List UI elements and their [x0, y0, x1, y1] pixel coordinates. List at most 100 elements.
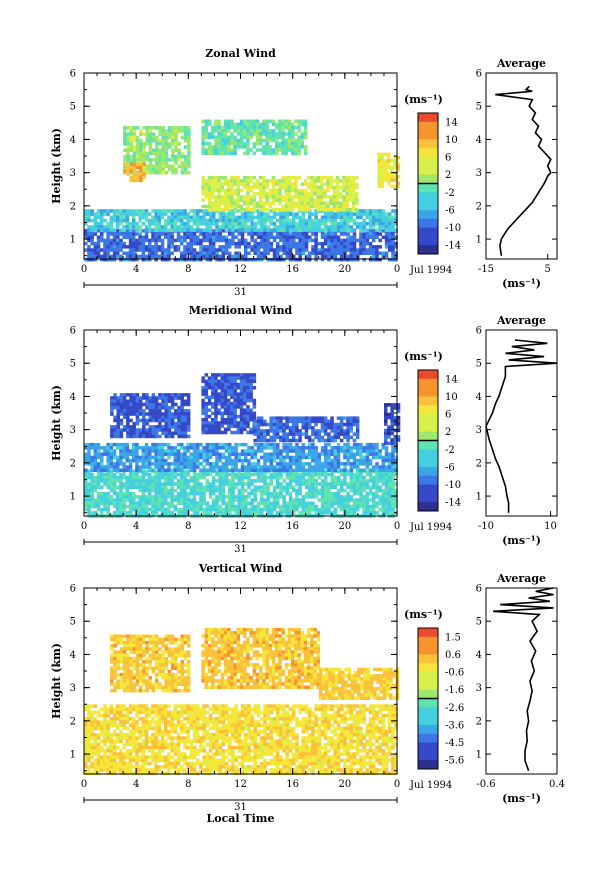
heatmap-cell: [129, 175, 133, 179]
heatmap-cell: [255, 185, 260, 190]
heatmap-cell: [263, 254, 267, 259]
heatmap-cell: [352, 222, 357, 226]
heatmap-cell: [227, 148, 231, 152]
heatmap-cell: [90, 212, 94, 216]
heatmap-cell: [160, 501, 165, 505]
heatmap-cell: [384, 472, 389, 477]
heatmap-cell: [119, 431, 124, 435]
heatmap-cell: [109, 228, 114, 232]
heatmap-cell: [192, 482, 197, 486]
heatmap-cell: [288, 235, 293, 239]
heatmap-cell: [246, 192, 250, 196]
heatmap-cell: [292, 472, 296, 477]
heatmap-cell: [186, 248, 190, 252]
heatmap-cell: [214, 376, 218, 380]
heatmap-cell: [263, 442, 267, 447]
heatmap-cell: [148, 164, 153, 168]
heatmap-cell: [171, 164, 175, 168]
heatmap-cell: [132, 225, 136, 229]
heatmap-cell: [393, 162, 397, 166]
heatmap-cell: [253, 257, 258, 262]
heatmap-cell: [310, 201, 314, 206]
heatmap-cell: [268, 151, 273, 155]
heatmap-cell: [271, 132, 276, 136]
heatmap-cell: [336, 449, 341, 453]
heatmap-cell: [356, 458, 360, 463]
heatmap-cell: [173, 452, 178, 456]
heatmap-cell: [103, 209, 107, 213]
heatmap-cell: [123, 129, 127, 133]
heatmap-cell: [183, 129, 188, 133]
heatmap-cell: [164, 458, 168, 463]
heatmap-cell: [207, 135, 212, 139]
heatmap-cell: [362, 222, 366, 226]
heatmap-cell: [345, 179, 349, 183]
heatmap-cell: [155, 126, 159, 130]
heatmap-cell: [183, 248, 187, 252]
heatmap-cell: [249, 119, 253, 123]
heatmap-cell: [217, 125, 221, 130]
heatmap-cell: [340, 222, 344, 226]
heatmap-cell: [116, 468, 120, 472]
heatmap-cell: [324, 228, 328, 232]
heatmap-cell: [202, 446, 206, 450]
heatmap-cell: [298, 475, 302, 480]
heatmap-cell: [196, 458, 200, 463]
heatmap-cell: [132, 485, 136, 489]
heatmap-cell: [135, 402, 140, 407]
heatmap-cell: [352, 251, 357, 255]
heatmap-cell: [388, 488, 392, 493]
heatmap-cell: [346, 215, 350, 220]
heatmap-cell: [230, 148, 234, 152]
heatmap-cell: [329, 179, 333, 183]
heatmap-cell: [391, 235, 395, 239]
heatmap-cell: [298, 485, 302, 489]
heatmap-cell: [212, 442, 216, 447]
heatmap-cell: [227, 392, 231, 396]
heatmap-cell: [317, 228, 322, 232]
heatmap-cell: [110, 402, 114, 407]
heatmap-cell: [141, 215, 146, 220]
heatmap-cell: [167, 428, 172, 432]
heatmap-cell: [352, 479, 357, 483]
heatmap-cell: [116, 507, 120, 512]
heatmap-cell: [204, 192, 209, 196]
heatmap-cell: [112, 228, 117, 232]
heatmap-cell: [279, 475, 283, 480]
heatmap-cell: [342, 201, 346, 206]
heatmap-cell: [208, 504, 213, 509]
heatmap-cell: [335, 198, 340, 202]
heatmap-cell: [223, 201, 228, 206]
heatmap-cell: [119, 468, 123, 472]
heatmap-cell: [167, 472, 171, 477]
heatmap-cell: [132, 469, 136, 473]
heatmap-cell: [304, 452, 309, 456]
heatmap-cell: [340, 488, 344, 493]
heatmap-cell: [129, 434, 133, 439]
heatmap-cell: [144, 511, 149, 515]
heatmap-cell: [262, 182, 266, 186]
heatmap-cell: [250, 491, 254, 496]
heatmap-cell: [116, 238, 120, 243]
profile-x-label: (ms⁻¹): [502, 277, 541, 290]
heatmap-cell: [240, 458, 245, 463]
heatmap-cell: [224, 235, 229, 239]
heatmap-cell: [233, 208, 237, 212]
heatmap-cell: [243, 179, 247, 183]
heatmap-cell: [215, 449, 219, 453]
heatmap-cell: [340, 498, 344, 502]
heatmap-cell: [335, 201, 340, 206]
heatmap-cell: [113, 428, 117, 432]
heatmap-cell: [202, 449, 206, 453]
heatmap-cell: [313, 188, 317, 193]
heatmap-cell: [106, 507, 110, 512]
heatmap-cell: [125, 455, 130, 460]
heatmap-cell: [116, 396, 120, 400]
heatmap-cell: [217, 138, 221, 143]
heatmap-cell: [224, 455, 229, 460]
heatmap-cell: [365, 504, 370, 509]
heatmap-cell: [189, 218, 194, 223]
heatmap-cell: [112, 501, 117, 505]
colorbar-tick-label: -14: [445, 241, 461, 252]
heatmap-cell: [391, 251, 395, 255]
